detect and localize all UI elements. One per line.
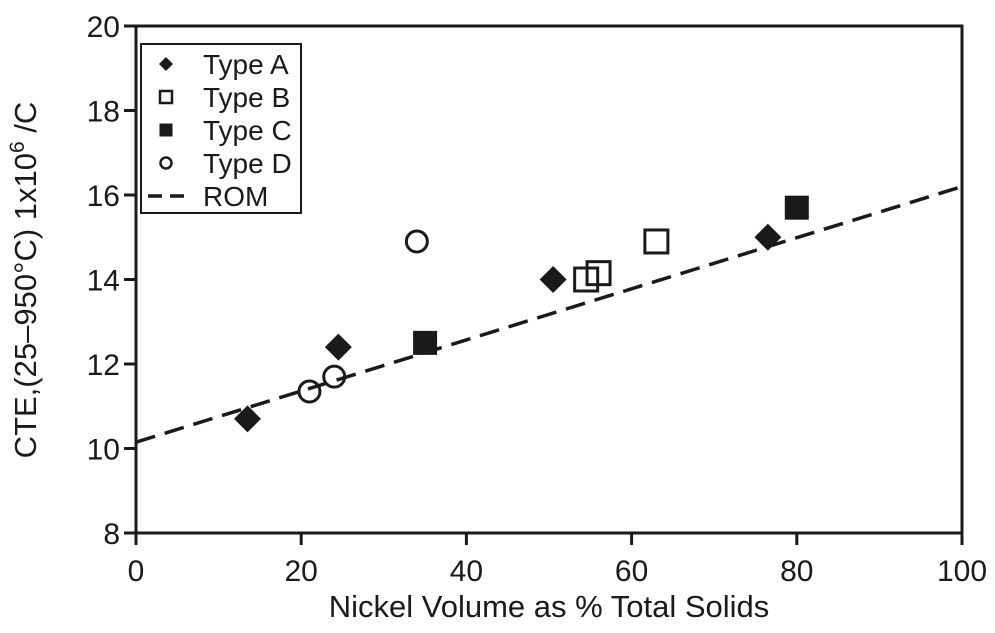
point-marker — [404, 229, 429, 254]
series-type-b — [573, 228, 670, 293]
rom-line — [135, 184, 963, 444]
x-tick-label: 0 — [128, 555, 145, 588]
y-tick-label: 18 — [87, 96, 120, 129]
point-marker — [585, 260, 612, 287]
series-type-d — [297, 229, 429, 404]
y-tick-label: 20 — [87, 11, 120, 44]
legend-label: Type C — [203, 115, 292, 146]
legend-item-type-c: Type C — [159, 115, 292, 146]
point-marker — [324, 333, 352, 361]
point-marker — [297, 379, 322, 404]
x-tick-label: 40 — [450, 555, 483, 588]
y-axis-title: CTE,(25–950°C) 1x106 /C — [6, 102, 43, 459]
x-axis-title: Nickel Volume as % Total Solids — [329, 589, 770, 624]
legend-label: Type A — [203, 49, 289, 80]
square-filled-icon — [159, 123, 173, 137]
legend-item-type-d: Type D — [159, 148, 292, 179]
diamond-filled-icon — [159, 57, 173, 71]
legend-item-rom: ROM — [148, 181, 268, 212]
y-tick-label: 16 — [87, 180, 120, 213]
y-axis: 8 10 12 14 16 18 20 — [87, 11, 136, 551]
y-tick-label: 14 — [87, 265, 120, 298]
point-marker — [322, 364, 347, 389]
point-marker — [413, 330, 438, 355]
point-marker — [643, 228, 670, 255]
y-tick-label: 12 — [87, 349, 120, 382]
y-tick-label: 10 — [87, 434, 120, 467]
x-tick-label: 60 — [615, 555, 648, 588]
legend-item-type-b: Type B — [158, 82, 290, 113]
legend-label: Type D — [203, 148, 292, 179]
circle-open-icon — [159, 156, 173, 170]
series-type-a — [234, 223, 782, 433]
x-tick-label: 20 — [285, 555, 318, 588]
point-marker — [539, 266, 567, 293]
square-open-icon — [158, 89, 174, 105]
legend-label: ROM — [203, 181, 268, 212]
x-tick-label: 80 — [780, 555, 813, 588]
series-type-c — [413, 195, 809, 355]
x-tick-label: 100 — [937, 555, 987, 588]
point-marker — [754, 223, 782, 251]
point-marker — [234, 405, 262, 433]
legend-item-type-a: Type A — [159, 49, 289, 80]
y-tick-label: 8 — [103, 518, 120, 551]
x-axis: 0 20 40 60 80 100 — [128, 533, 987, 588]
point-marker — [784, 195, 809, 220]
legend-label: Type B — [203, 82, 290, 113]
